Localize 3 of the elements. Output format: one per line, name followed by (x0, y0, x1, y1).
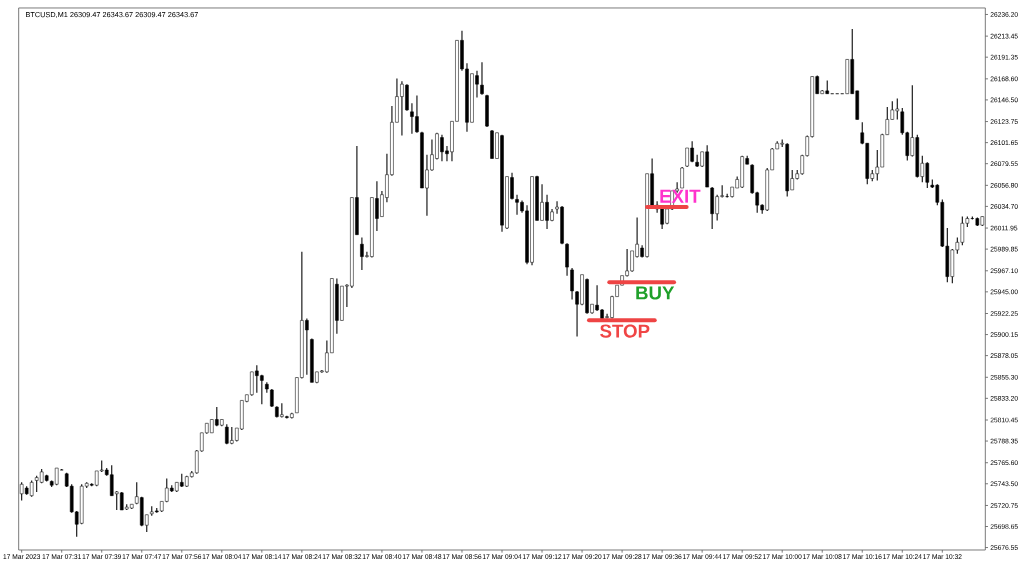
annotation: STOP (600, 324, 650, 338)
annotation: BUY (636, 286, 675, 300)
candlestick (565, 242, 569, 277)
